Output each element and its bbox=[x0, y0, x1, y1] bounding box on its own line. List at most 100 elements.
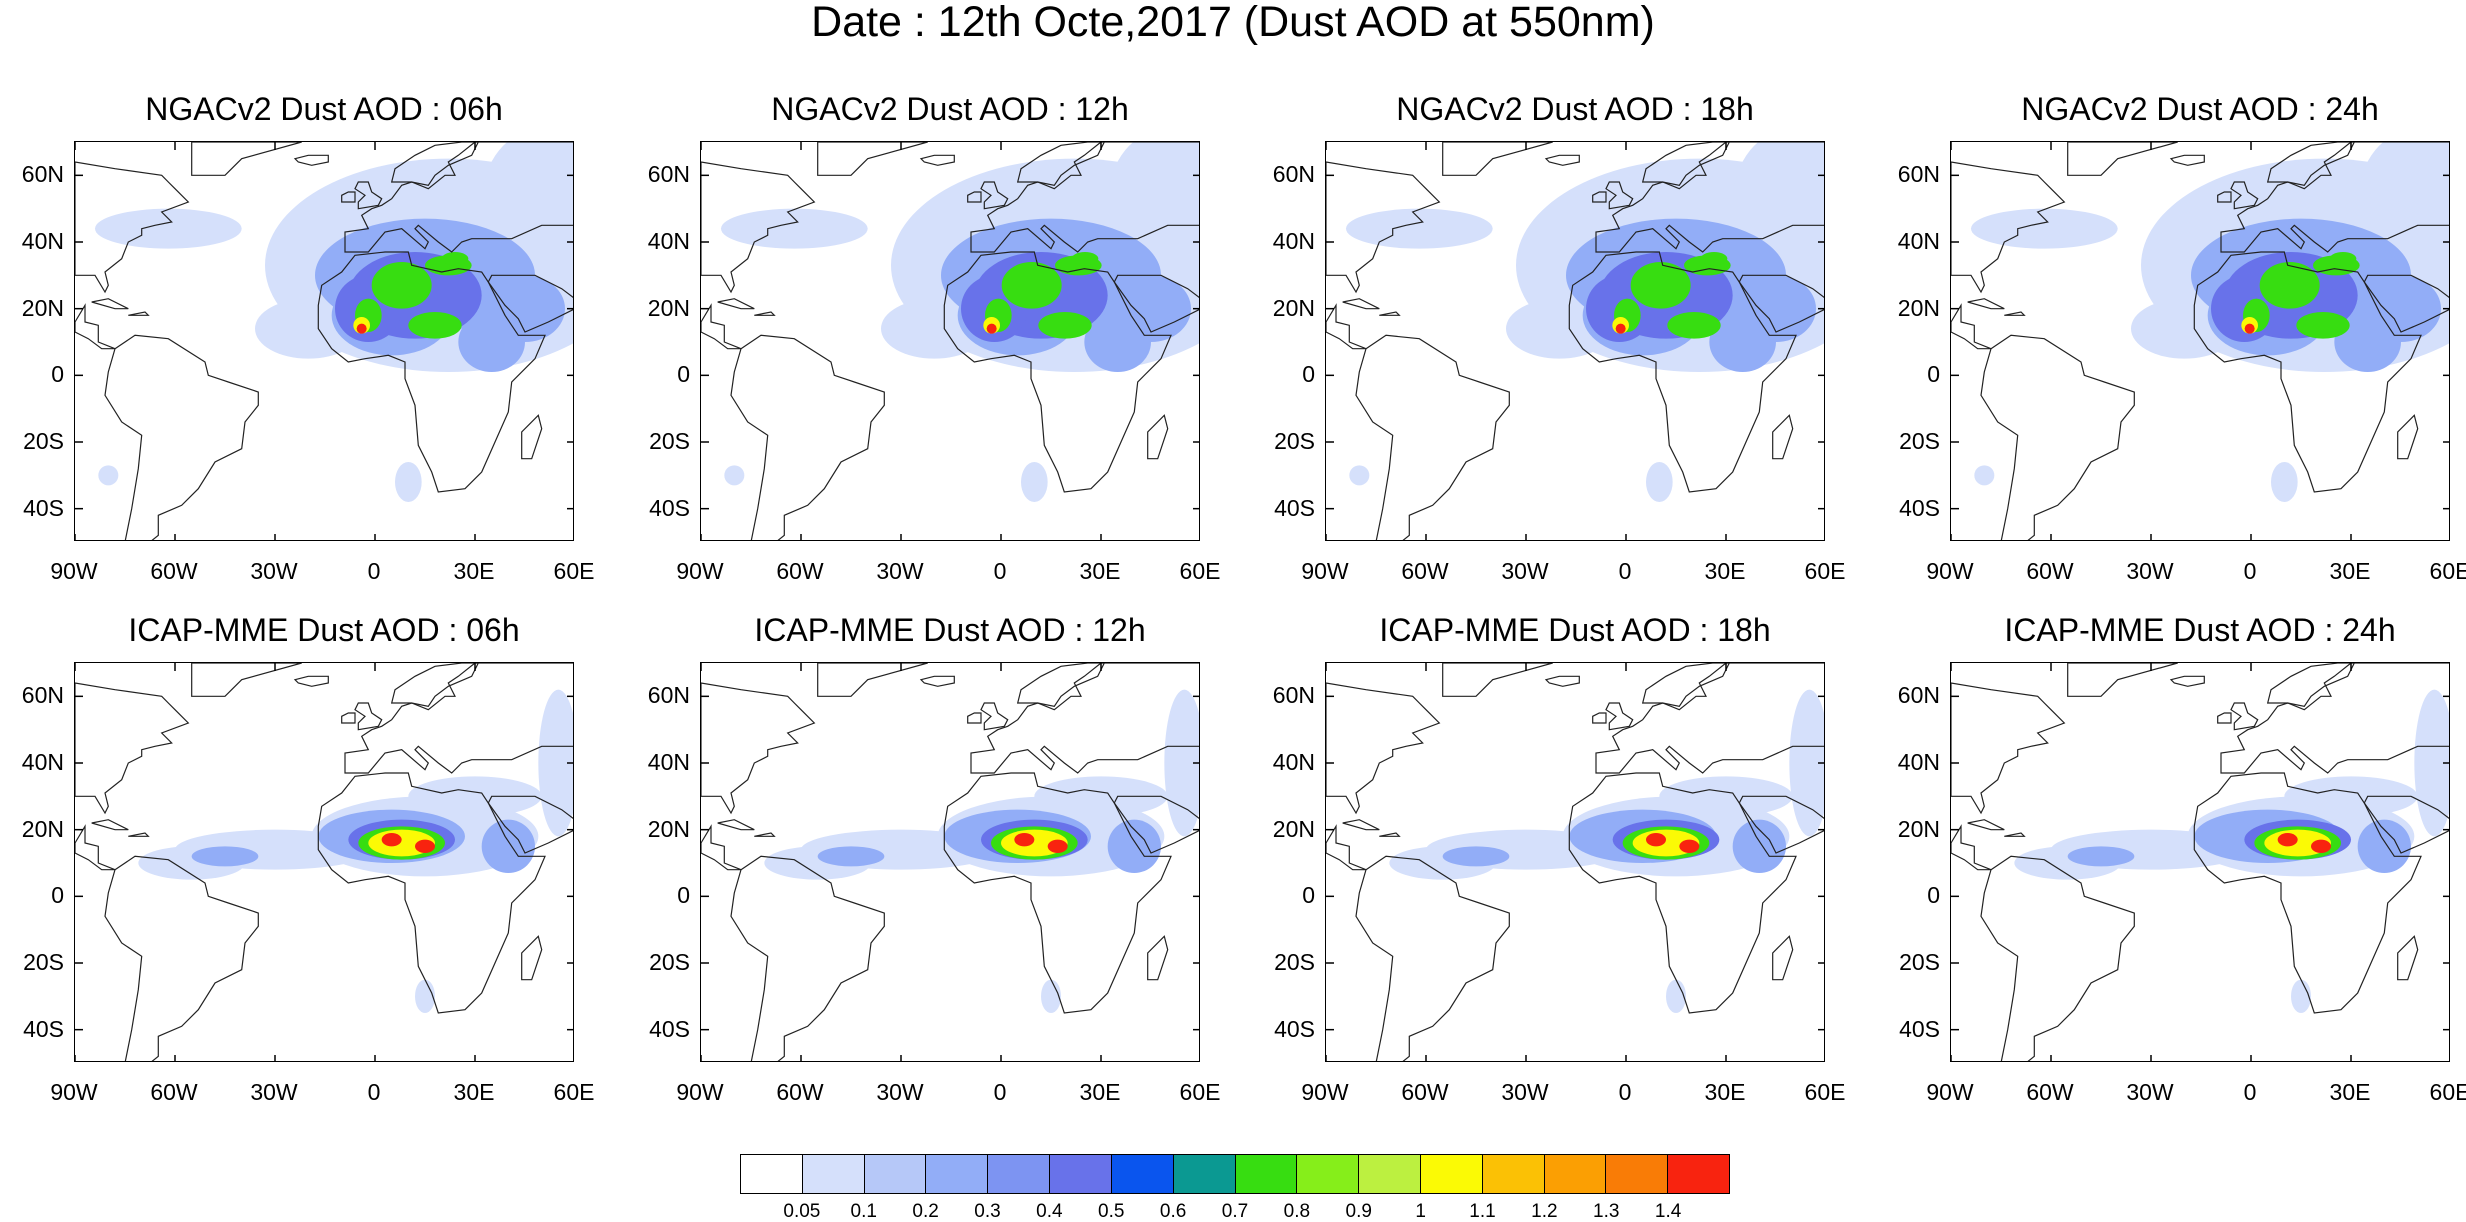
colorbar-swatch bbox=[1111, 1155, 1174, 1193]
dust-plume bbox=[415, 839, 435, 853]
dust-plume bbox=[2067, 846, 2135, 867]
coastline-scand bbox=[1016, 663, 1105, 707]
dust-plume bbox=[1974, 465, 1995, 486]
colorbar-label: 0.1 bbox=[850, 1201, 877, 1222]
panel-title: ICAP-MME Dust AOD : 24h bbox=[2004, 612, 2396, 648]
colorbar-swatch bbox=[1173, 1155, 1236, 1193]
colorbar-swatch bbox=[1544, 1155, 1607, 1193]
coastline-greenland bbox=[191, 663, 302, 697]
map-frame bbox=[74, 141, 574, 541]
coastline-iceland bbox=[919, 675, 955, 687]
coastline-africa bbox=[2193, 772, 2422, 1014]
coastline-madagascar bbox=[521, 935, 543, 981]
colorbar-swatch bbox=[1050, 1155, 1112, 1193]
coastline-scand bbox=[390, 663, 479, 707]
coastline-arabia bbox=[1738, 274, 1824, 333]
lat-label: 40N bbox=[21, 228, 64, 254]
lat-label: 40S bbox=[1899, 494, 1940, 521]
dust-plume bbox=[1667, 312, 1721, 339]
coastline-scand bbox=[1641, 663, 1730, 707]
lon-label: 60W bbox=[1401, 558, 1449, 584]
lat-label: 20N bbox=[1272, 815, 1315, 842]
dust-plume bbox=[1047, 839, 1068, 853]
colorbar bbox=[740, 1154, 1730, 1194]
coastline-arabia bbox=[1738, 795, 1824, 854]
coastline-hispaniola bbox=[128, 832, 150, 837]
lon-label: 90W bbox=[676, 558, 724, 584]
coastline-europe bbox=[1595, 663, 1824, 774]
map-frame bbox=[1325, 141, 1825, 541]
coastline-europe bbox=[1595, 142, 1824, 253]
colorbar-swatch bbox=[864, 1155, 927, 1193]
dust-plume bbox=[1666, 979, 1686, 1013]
lon-label: 30E bbox=[1079, 1079, 1121, 1105]
lat-label: 60N bbox=[1897, 161, 1940, 188]
coastline-britain bbox=[2230, 702, 2259, 731]
dust-plume bbox=[95, 208, 242, 249]
dust-plume bbox=[481, 819, 535, 873]
coastline-ireland bbox=[2217, 712, 2232, 724]
coastline-ireland bbox=[1592, 191, 1607, 203]
map-frame bbox=[74, 662, 574, 1062]
colorbar-label: 1.2 bbox=[1531, 1201, 1558, 1222]
colorbar-label: 0.4 bbox=[1036, 1201, 1063, 1222]
map-panel: ICAP-MME Dust AOD : 24h 60N 40N 20N 0 20S 40S 9… bbox=[1898, 612, 2466, 1122]
coastline-iceland bbox=[2169, 154, 2205, 166]
panel-title: ICAP-MME Dust AOD : 06h bbox=[128, 612, 520, 648]
lon-label: 90W bbox=[50, 558, 98, 584]
coastline-iceland bbox=[293, 154, 329, 166]
lat-label: 60N bbox=[647, 161, 690, 188]
lat-label: 40N bbox=[1897, 749, 1940, 775]
map-frame bbox=[1950, 662, 2450, 1062]
coastline-cuba bbox=[717, 819, 755, 831]
dust-plume bbox=[1709, 312, 1776, 372]
lat-label: 40N bbox=[1272, 749, 1315, 775]
lon-label: 30E bbox=[1704, 1079, 1746, 1105]
lat-label: 0 bbox=[677, 882, 690, 909]
coastline-samerica bbox=[1980, 855, 2135, 1061]
coastline-africa bbox=[317, 772, 546, 1014]
coastline-cuba bbox=[1967, 819, 2005, 831]
lon-label: 30W bbox=[2126, 1079, 2174, 1105]
colorbar-swatch bbox=[1668, 1155, 1729, 1193]
map-panel: NGACv2 Dust AOD : 06h 60N 40N 20N 0 20S 40S 90W… bbox=[22, 91, 595, 601]
coastline-central bbox=[1326, 824, 1367, 871]
dust-plume bbox=[191, 846, 259, 867]
lon-label: 30E bbox=[1704, 558, 1746, 584]
coastline-iceland bbox=[2169, 675, 2205, 687]
lon-label: 60E bbox=[553, 558, 595, 584]
lon-label: 60W bbox=[150, 1079, 198, 1105]
coastline-europe bbox=[2220, 663, 2449, 774]
dust-plume bbox=[371, 262, 432, 309]
lat-label: 20N bbox=[21, 815, 64, 842]
panel-title: NGACv2 Dust AOD : 24h bbox=[2021, 91, 2379, 127]
coastline-britain bbox=[980, 702, 1009, 731]
dust-plume bbox=[986, 323, 997, 334]
coastline-hispaniola bbox=[1379, 832, 1401, 837]
coastline-arabia bbox=[2363, 274, 2449, 333]
lon-label: 60W bbox=[776, 558, 824, 584]
lon-label: 30W bbox=[250, 558, 298, 584]
dust-plume bbox=[1659, 776, 1793, 817]
lat-label: 20N bbox=[1897, 294, 1940, 321]
coastline-cuba bbox=[91, 298, 129, 310]
lat-label: 0 bbox=[1927, 882, 1940, 909]
colorbar-swatch bbox=[1420, 1155, 1483, 1193]
coastline-britain bbox=[354, 702, 383, 731]
coastline-iceland bbox=[919, 154, 955, 166]
lat-label: 20N bbox=[1897, 815, 1940, 842]
lon-label: 60E bbox=[1179, 558, 1221, 584]
coastline-britain bbox=[1605, 702, 1634, 731]
colorbar-swatch bbox=[1297, 1155, 1360, 1193]
lat-label: 40S bbox=[1899, 1015, 1940, 1042]
lat-label: 40N bbox=[1272, 228, 1315, 254]
dust-plume bbox=[1630, 262, 1691, 309]
panel-title: ICAP-MME Dust AOD : 18h bbox=[1379, 612, 1771, 648]
colorbar-label: 0.5 bbox=[1098, 1201, 1125, 1222]
dust-plume bbox=[538, 689, 573, 837]
coastline-cuba bbox=[1342, 298, 1380, 310]
panel-title: NGACv2 Dust AOD : 06h bbox=[145, 91, 503, 127]
map-frame bbox=[700, 141, 1200, 541]
dust-plume bbox=[1346, 208, 1493, 249]
coastline-madagascar bbox=[1147, 935, 1169, 981]
